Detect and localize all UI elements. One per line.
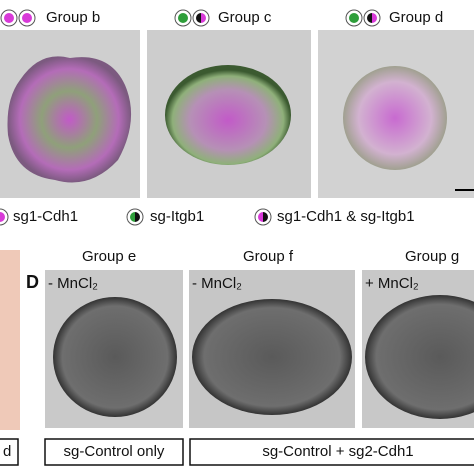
icons: [0, 9, 381, 226]
condition-label: - MnCl₂: [192, 275, 242, 292]
condition-label: - MnCl₂: [48, 275, 98, 292]
legend-label: sg-Itgb1: [150, 208, 204, 225]
group-label: Group d: [389, 9, 443, 26]
group-label: Group e: [82, 248, 136, 265]
group-label: Group f: [243, 248, 294, 265]
footer-box: [189, 438, 474, 466]
bottom-images: [45, 270, 474, 428]
top-images: [0, 30, 474, 198]
footer-label: sg-Control + sg2-Cdh1: [262, 443, 413, 460]
footer-box: [0, 438, 19, 466]
footer-label: d: [3, 443, 11, 460]
panel-label: D: [26, 272, 39, 292]
group-label: Group c: [218, 9, 272, 26]
group-label: Group b: [46, 9, 100, 26]
footer-box: [44, 438, 184, 466]
group-label: Group g: [405, 248, 459, 265]
legend-label: sg1-Cdh1 & sg-Itgb1: [277, 208, 415, 225]
condition-label: + MnCl₂: [365, 275, 419, 292]
footer-label: sg-Control only: [64, 443, 165, 460]
legend-label: sg1-Cdh1: [13, 208, 78, 225]
side-image: [0, 250, 20, 430]
